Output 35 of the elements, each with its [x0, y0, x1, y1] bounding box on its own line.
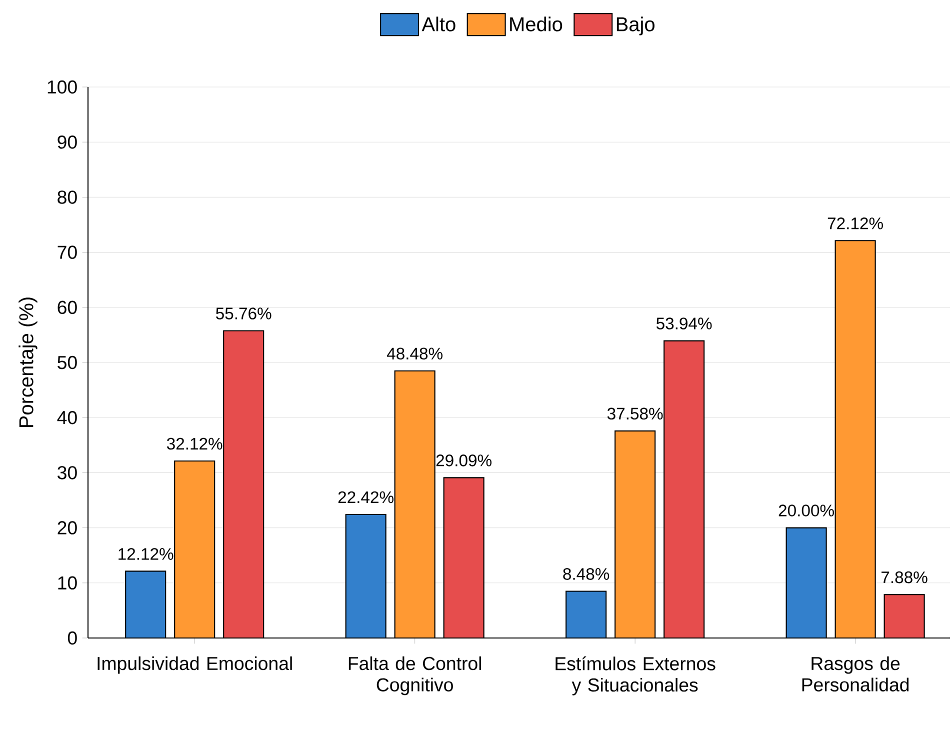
- x-tick-label: Estímulos Externos y Situacionales: [556, 656, 716, 696]
- data-label: 20.00%: [778, 504, 834, 516]
- y-tick-label: 30: [58, 466, 77, 480]
- y-tick-label: 70: [58, 246, 77, 259]
- bar: [884, 594, 925, 638]
- y-tick-label: 60: [58, 300, 77, 314]
- y-tick-label: 80: [58, 190, 77, 204]
- x-tick-label: Rasgos de Personalidad: [802, 656, 909, 692]
- data-label: 29.09%: [436, 454, 492, 466]
- bar: [664, 340, 704, 638]
- data-label: 37.58%: [607, 408, 663, 420]
- data-label: 55.76%: [216, 308, 272, 320]
- y-tick-label: 100: [48, 80, 77, 94]
- data-label: 48.48%: [386, 348, 442, 360]
- bar: [444, 478, 484, 638]
- legend-label: Medio: [510, 16, 562, 32]
- data-label: 12.12%: [118, 548, 174, 560]
- legend-label: Bajo: [616, 16, 654, 36]
- x-tick-label: Falta de Control Cognitivo: [348, 656, 482, 696]
- y-tick-label: 0: [68, 631, 77, 645]
- legend-label: Alto: [422, 16, 456, 32]
- data-label: 7.88%: [882, 571, 928, 584]
- data-label: 32.12%: [166, 438, 222, 450]
- y-tick-label: 20: [58, 521, 77, 534]
- bar: [224, 330, 264, 638]
- data-label: 72.12%: [828, 218, 883, 230]
- y-tick-label: 40: [57, 410, 77, 424]
- data-label: 53.94%: [656, 318, 712, 330]
- y-tick-label: 50: [58, 356, 77, 370]
- y-tick-label: 90: [58, 135, 77, 149]
- y-tick-label: 10: [58, 576, 77, 590]
- y-axis-title: Porcentaje (%): [18, 298, 38, 428]
- data-label: 8.48%: [563, 568, 610, 580]
- x-tick-label: Impulsividad Emocional: [98, 656, 292, 674]
- data-label: 22.42%: [338, 491, 394, 504]
